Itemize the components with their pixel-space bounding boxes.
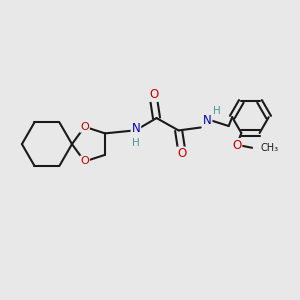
Text: CH₃: CH₃: [260, 143, 278, 153]
Text: N: N: [203, 114, 212, 127]
Text: H: H: [213, 106, 221, 116]
Text: O: O: [177, 148, 186, 160]
Text: O: O: [149, 88, 158, 101]
Text: O: O: [80, 122, 89, 132]
Text: O: O: [232, 139, 242, 152]
Text: H: H: [132, 138, 140, 148]
Text: N: N: [131, 122, 140, 136]
Text: O: O: [80, 157, 89, 166]
